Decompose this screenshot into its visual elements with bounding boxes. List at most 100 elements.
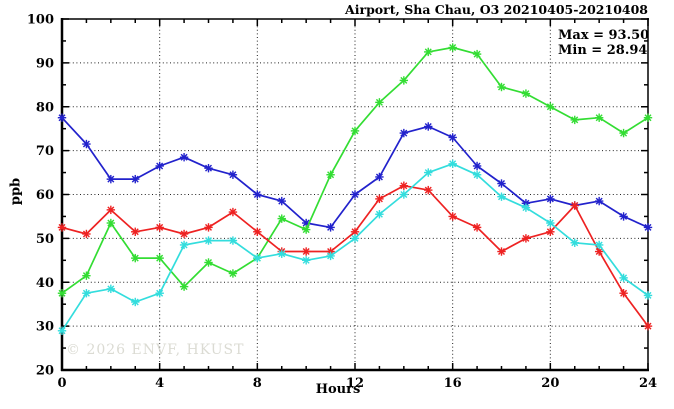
y-tick-label: 60 bbox=[36, 188, 54, 203]
marker-stroke bbox=[278, 215, 286, 223]
marker-stroke bbox=[82, 272, 90, 280]
green-line-marker bbox=[619, 128, 628, 138]
marker-stroke bbox=[229, 171, 237, 179]
red-line-marker bbox=[472, 223, 482, 232]
cyan-line-marker bbox=[643, 291, 653, 300]
y-tick-label: 100 bbox=[27, 13, 54, 28]
y-tick-label: 40 bbox=[36, 276, 54, 291]
marker-stroke bbox=[424, 122, 432, 130]
marker-stroke bbox=[546, 103, 554, 111]
red-line-marker bbox=[253, 227, 262, 236]
marker-stroke bbox=[473, 223, 481, 231]
red-line-marker bbox=[179, 229, 189, 239]
blue-line-marker bbox=[228, 170, 238, 179]
red-line-marker bbox=[204, 223, 213, 232]
marker-stroke bbox=[58, 223, 66, 231]
marker-stroke bbox=[278, 250, 286, 258]
cyan-line-marker bbox=[375, 210, 384, 219]
marker-stroke bbox=[424, 48, 432, 56]
marker-stroke bbox=[131, 228, 139, 236]
marker-stroke bbox=[424, 186, 432, 194]
marker-stroke bbox=[522, 90, 530, 98]
marker-stroke bbox=[644, 322, 652, 330]
marker-stroke bbox=[82, 230, 90, 238]
green-line-marker bbox=[106, 218, 116, 228]
marker-stroke bbox=[424, 169, 432, 177]
marker-stroke bbox=[58, 327, 66, 335]
cyan-line-marker bbox=[131, 297, 140, 307]
x-tick-label: 20 bbox=[541, 376, 559, 391]
marker-stroke bbox=[595, 114, 603, 122]
marker-stroke bbox=[400, 129, 408, 137]
marker-stroke bbox=[620, 129, 628, 137]
green-line-marker bbox=[521, 89, 531, 98]
blue-line-marker bbox=[350, 190, 360, 199]
blue-line-marker bbox=[399, 128, 409, 138]
marker-stroke bbox=[375, 173, 383, 181]
cyan-line-marker bbox=[546, 218, 555, 228]
blue-line-marker bbox=[155, 161, 164, 171]
blue-line-marker bbox=[179, 153, 189, 162]
marker-stroke bbox=[156, 162, 164, 170]
cyan-line-marker bbox=[57, 326, 67, 335]
green-line-marker bbox=[57, 289, 67, 298]
marker-stroke bbox=[351, 228, 359, 236]
marker-stroke bbox=[400, 182, 408, 190]
marker-stroke bbox=[546, 219, 554, 227]
y-tick-label: 80 bbox=[36, 100, 54, 115]
cyan-line-marker bbox=[228, 236, 238, 245]
y-tick-label: 50 bbox=[36, 232, 54, 247]
red-line-marker bbox=[131, 227, 140, 236]
marker-stroke bbox=[620, 289, 628, 297]
marker-stroke bbox=[546, 228, 554, 236]
red-line-marker bbox=[57, 223, 67, 232]
marker-stroke bbox=[620, 212, 628, 220]
green-line-marker bbox=[131, 253, 140, 263]
green-line-marker bbox=[204, 258, 213, 267]
marker-stroke bbox=[473, 171, 481, 179]
marker-stroke bbox=[229, 269, 237, 277]
green-line-marker bbox=[546, 102, 555, 111]
marker-stroke bbox=[180, 241, 188, 249]
y-tick-label: 70 bbox=[36, 144, 54, 159]
blue-line-marker bbox=[424, 122, 433, 131]
green-line-marker bbox=[497, 82, 506, 92]
watermark: © 2026 ENVF, HKUST bbox=[66, 342, 245, 358]
marker-stroke bbox=[375, 98, 383, 106]
marker-stroke bbox=[498, 248, 505, 256]
blue-line-marker bbox=[277, 196, 286, 206]
marker-stroke bbox=[156, 223, 164, 231]
x-tick-label: 24 bbox=[639, 376, 657, 391]
red-line-marker bbox=[497, 247, 506, 256]
marker-stroke bbox=[595, 241, 603, 249]
cyan-line-marker bbox=[106, 284, 116, 294]
red-line-marker bbox=[228, 207, 238, 217]
cyan-line-marker bbox=[82, 289, 91, 298]
marker-stroke bbox=[131, 175, 139, 183]
red-line-marker bbox=[106, 205, 116, 215]
blue-line-marker bbox=[448, 133, 457, 142]
cyan-line-marker bbox=[155, 289, 164, 298]
red-line-marker bbox=[570, 201, 579, 210]
marker-stroke bbox=[82, 289, 90, 297]
marker-stroke bbox=[131, 254, 139, 262]
marker-stroke bbox=[107, 175, 115, 183]
cyan-line-marker bbox=[594, 240, 604, 250]
marker-stroke bbox=[522, 204, 530, 212]
marker-stroke bbox=[302, 256, 310, 264]
marker-stroke bbox=[107, 285, 115, 293]
red-line-marker bbox=[424, 185, 433, 195]
blue-line-marker bbox=[472, 161, 482, 171]
marker-stroke bbox=[546, 195, 554, 203]
y-tick-label: 30 bbox=[36, 320, 54, 335]
y-tick-label: 20 bbox=[36, 364, 54, 379]
marker-stroke bbox=[351, 234, 359, 242]
green-line-marker bbox=[350, 126, 360, 136]
marker-stroke bbox=[375, 210, 383, 218]
red-line-marker bbox=[546, 227, 555, 236]
cyan-line-marker bbox=[179, 240, 189, 250]
blue-line-marker bbox=[375, 172, 384, 182]
marker-stroke bbox=[253, 228, 261, 236]
